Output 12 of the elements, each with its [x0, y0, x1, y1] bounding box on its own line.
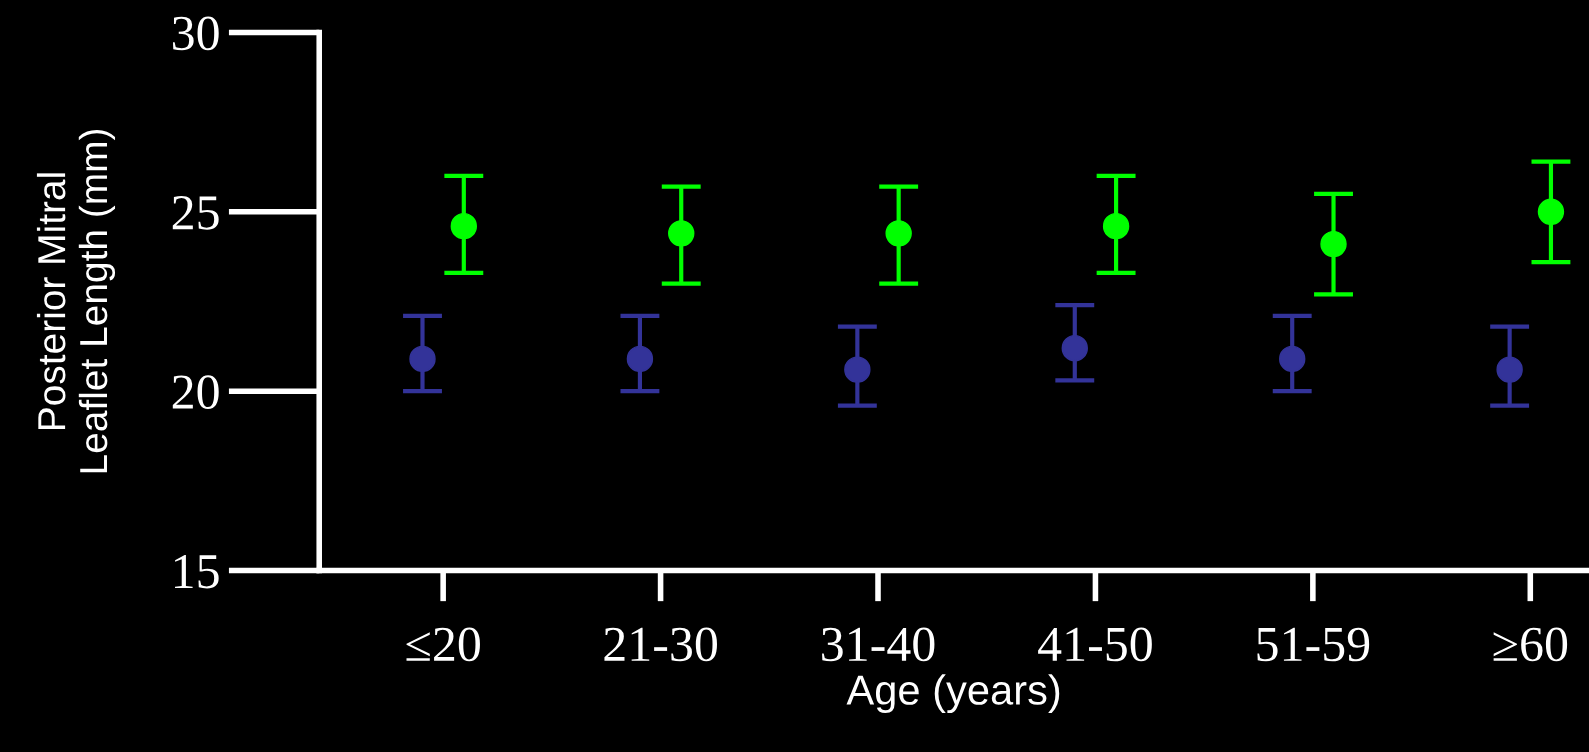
x-tick-label: 21-30: [604, 627, 717, 662]
x-axis-title: Age (years): [846, 674, 1060, 714]
y-tick-label: 15: [175, 554, 219, 589]
x-tick-label: 41-50: [1038, 627, 1152, 662]
y-axis-title: Posterior Mitral Leaflet Length (mm): [36, 129, 116, 473]
x-tick-label: 51-59: [1257, 627, 1370, 662]
y-tick-label: 25: [172, 196, 219, 230]
x-tick-label: ≤20: [406, 627, 480, 662]
x-tick-label: 31-40: [822, 627, 935, 662]
y-tick-label: 30: [173, 16, 219, 51]
x-tick-label: ≥60: [1493, 627, 1568, 662]
y-tick-label: 20: [172, 375, 219, 410]
